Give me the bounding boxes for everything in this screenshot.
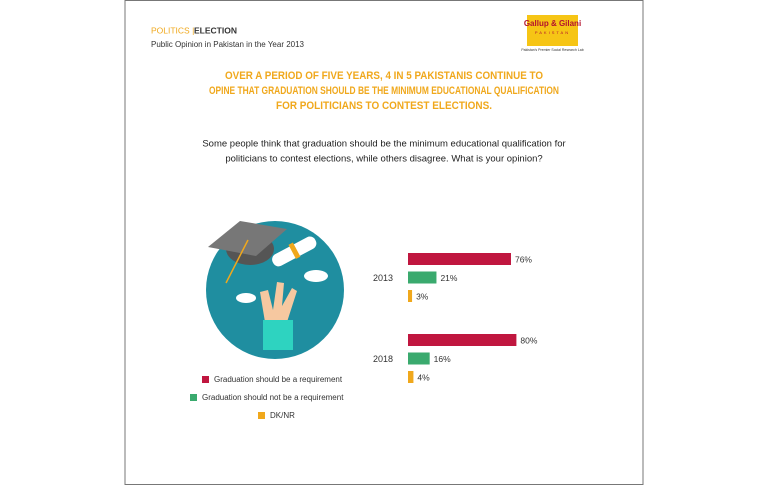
logo-name: Gallup & Gilani xyxy=(524,19,581,28)
bar xyxy=(408,371,413,383)
header-subtitle: Public Opinion in Pakistan in the Year 2… xyxy=(151,40,305,49)
category-label: 2013 xyxy=(373,273,393,283)
sleeve xyxy=(263,320,293,350)
question-line: Some people think that graduation should… xyxy=(202,139,565,150)
cloud xyxy=(236,293,256,303)
value-label: 80% xyxy=(520,335,537,345)
legend-label: Graduation should be a requirement xyxy=(214,375,343,384)
legend-swatch xyxy=(202,376,209,383)
value-label: 21% xyxy=(440,273,457,283)
headline-line: FOR POLITICIANS TO CONTEST ELECTIONS. xyxy=(276,100,492,112)
legend-label: Graduation should not be a requirement xyxy=(202,393,344,402)
category-label: 2018 xyxy=(373,354,393,364)
bar xyxy=(408,253,511,265)
legend-label: DK/NR xyxy=(270,411,295,420)
section-label: POLITICS | xyxy=(151,25,194,35)
value-label: 76% xyxy=(515,254,532,264)
value-label: 16% xyxy=(434,354,451,364)
headline-line: OVER A PERIOD OF FIVE YEARS, 4 IN 5 PAKI… xyxy=(225,70,543,82)
legend-swatch xyxy=(258,412,265,419)
legend-swatch xyxy=(190,394,197,401)
bar xyxy=(408,353,430,365)
logo-country: PAKISTAN xyxy=(535,30,570,35)
bar xyxy=(408,334,516,346)
value-label: 3% xyxy=(416,291,429,301)
logo-tagline: Pakistan's Premier Social Research Lab xyxy=(521,48,583,52)
value-label: 4% xyxy=(417,372,430,382)
bar xyxy=(408,290,412,302)
question-line: politicians to contest elections, while … xyxy=(225,154,542,165)
cloud xyxy=(304,270,328,282)
illustration xyxy=(206,221,344,359)
topic-label: ELECTION xyxy=(194,25,237,35)
bar xyxy=(408,272,436,284)
headline-line: OPINE THAT GRADUATION SHOULD BE THE MINI… xyxy=(209,85,559,97)
